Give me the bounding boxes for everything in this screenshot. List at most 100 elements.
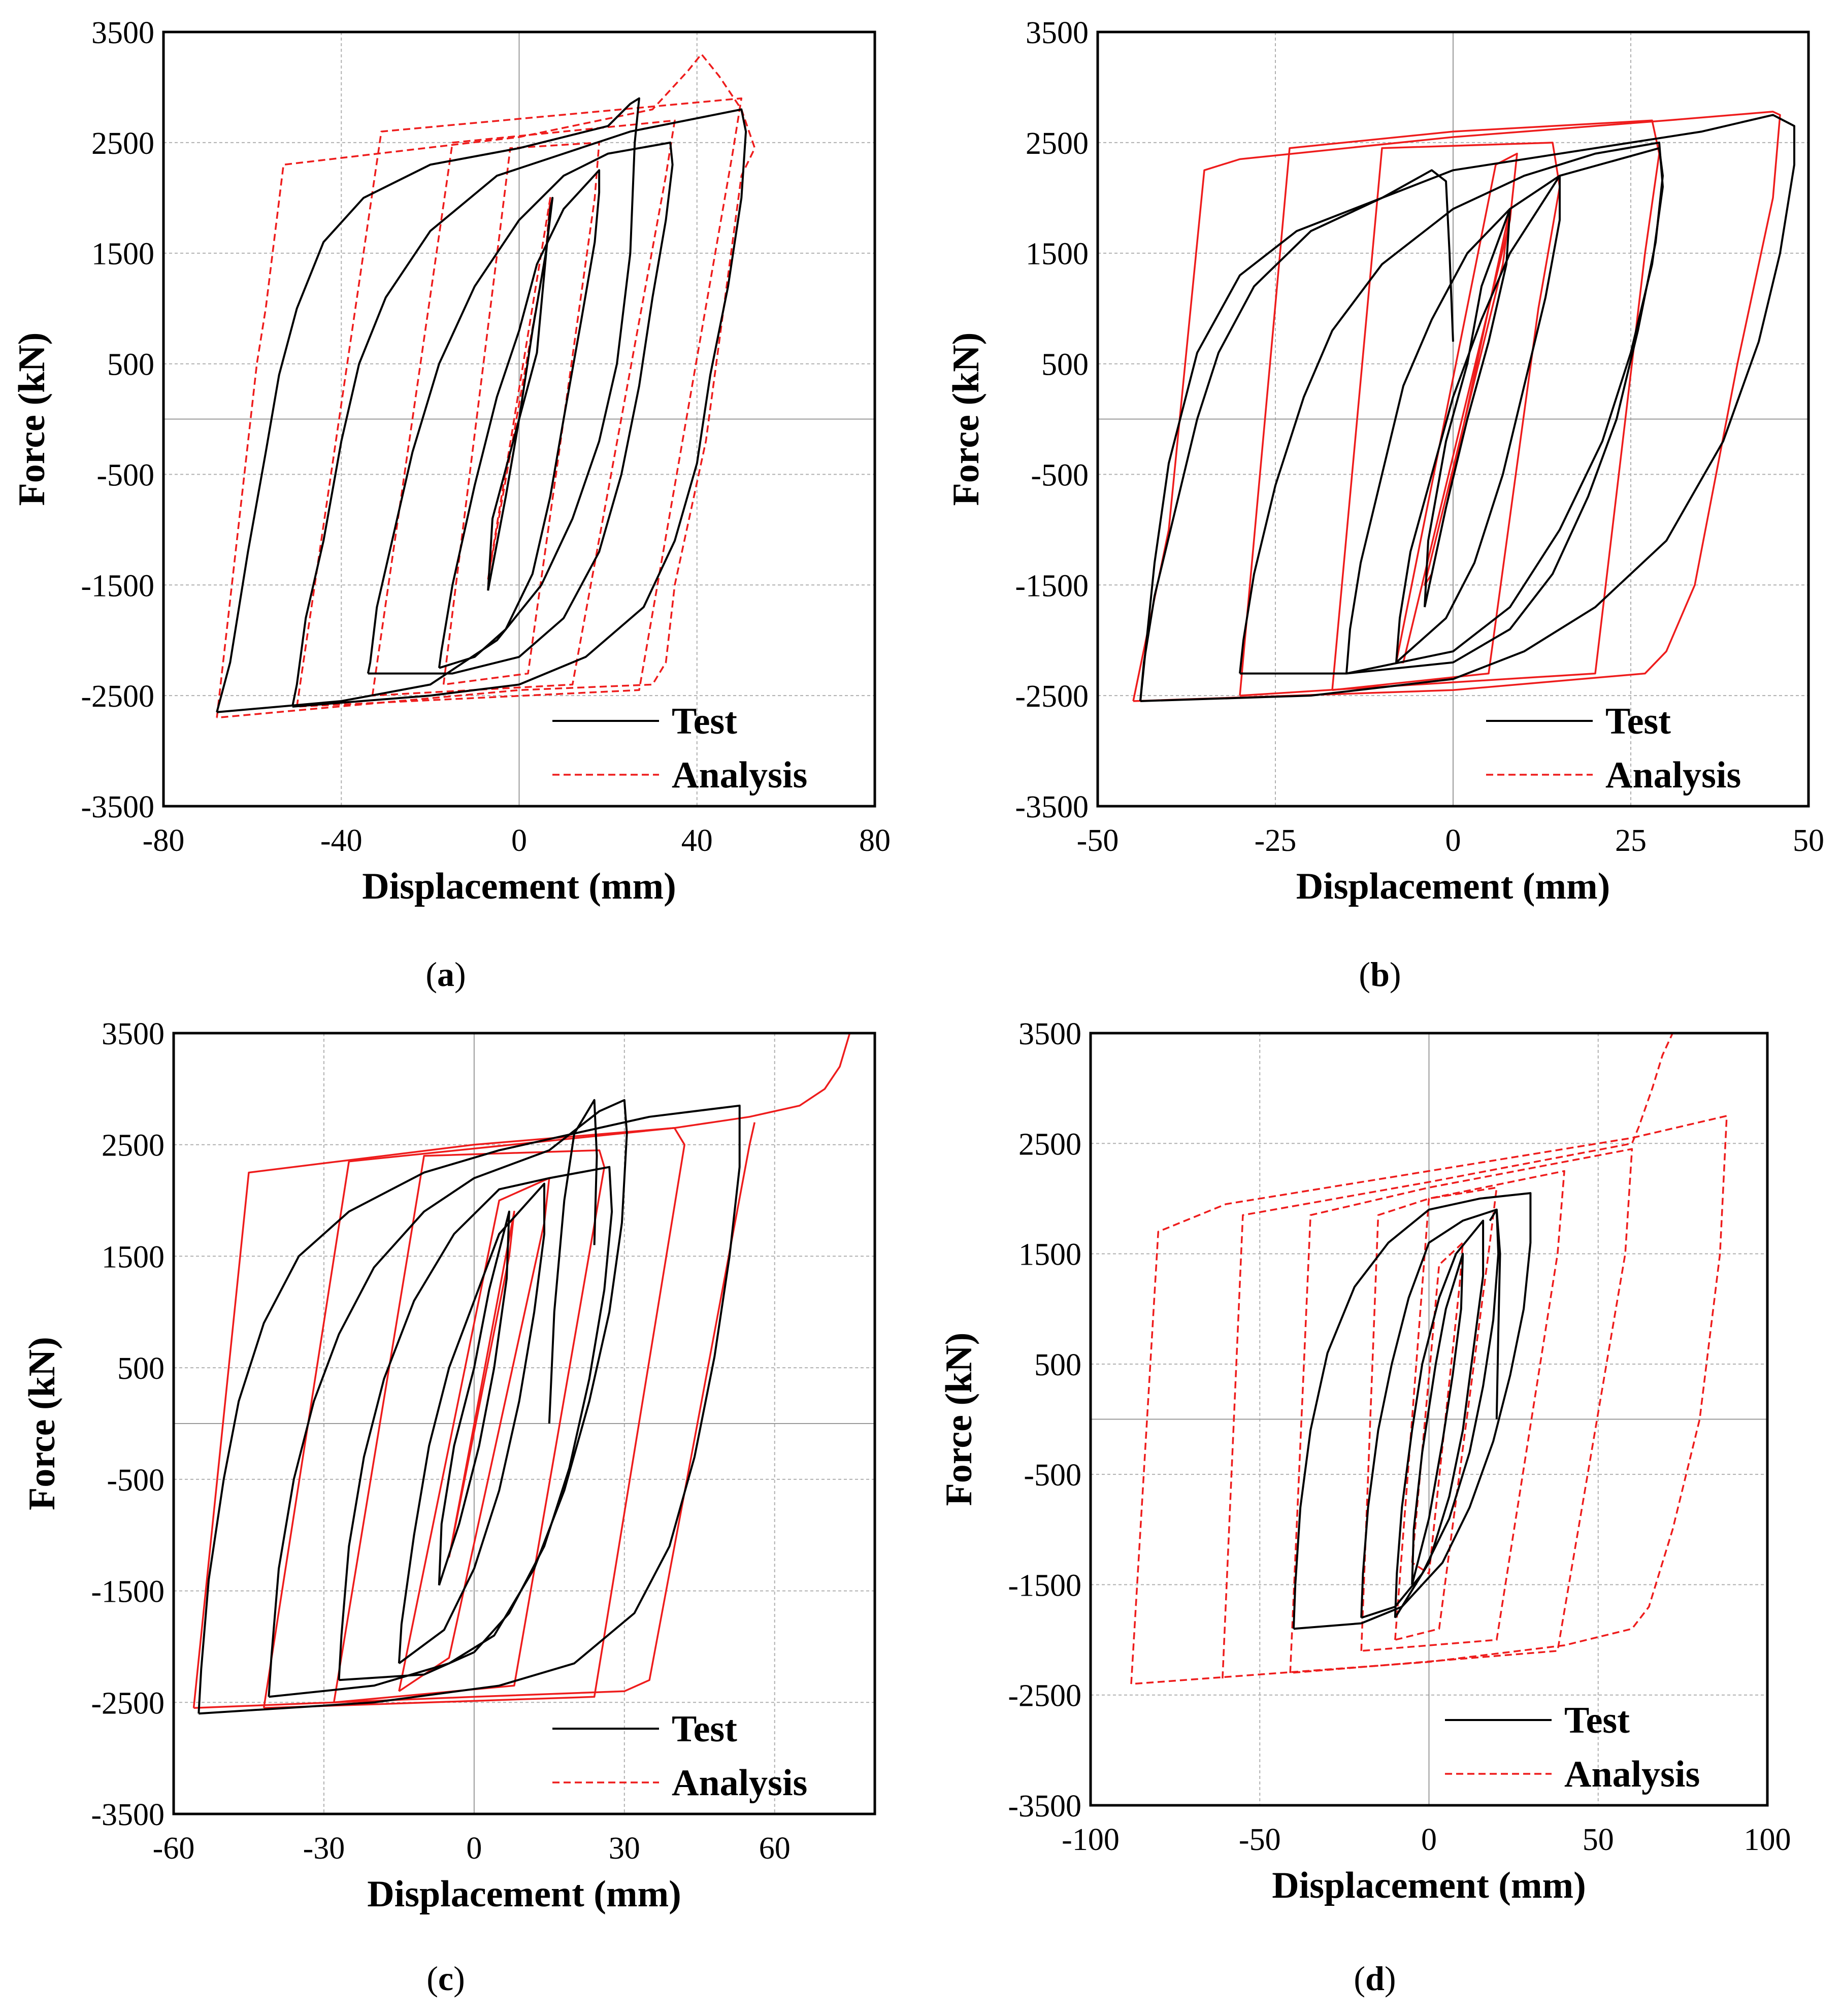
test-loop-5: [216, 97, 640, 713]
plot-frame: [1096, 30, 1810, 808]
hysteresis-curves: [1132, 111, 1795, 702]
analysis-loop-4: [295, 97, 743, 708]
x-tick-label: 40: [681, 823, 713, 858]
legend-analysis-label: Analysis: [672, 754, 807, 796]
test-loop-1: [1411, 1252, 1464, 1585]
y-tick-label: -3500: [1008, 1789, 1081, 1824]
analysis-loop-2: [442, 142, 600, 686]
gridlines: [1090, 1033, 1768, 1806]
y-tick-label: 2500: [91, 126, 154, 161]
legend: Test Analysis: [1486, 701, 1741, 796]
x-tick-label: -40: [320, 823, 363, 858]
plot-frame: [162, 30, 876, 808]
x-tick-label: -60: [153, 1831, 195, 1866]
x-tick-label: 50: [1583, 1823, 1614, 1857]
plot-frame: [172, 1032, 876, 1815]
subplot-a: -80 -40 0 40 80 -3500 -2500 -1500 -500 500 1500 250…: [11, 16, 891, 994]
test-loop-1: [438, 1210, 510, 1586]
y-tick-label: -1500: [1008, 1568, 1081, 1603]
test-loop-4: [268, 1099, 628, 1698]
y-axis-label: Force (kN): [945, 333, 987, 506]
x-tick-label: -100: [1062, 1823, 1120, 1857]
subplot-caption: (b): [1359, 955, 1401, 994]
x-tick-labels: -100 -50 0 50 100: [1062, 1823, 1791, 1857]
y-tick-label: 500: [1034, 1348, 1081, 1382]
y-tick-label: -3500: [1015, 790, 1089, 824]
analysis-loop-1: [448, 1210, 515, 1558]
test-loop-5: [198, 1104, 741, 1715]
subplot-caption: (a): [425, 955, 466, 994]
subplot-b: -50 -25 0 25 50 -3500 -2500 -1500 -500 500 1500 250…: [945, 16, 1824, 994]
y-tick-label: 2500: [1018, 1127, 1081, 1162]
y-tick-labels: -3500 -2500 -1500 -500 500 1500 2500 3500: [81, 16, 154, 824]
test-loop-3: [338, 1166, 613, 1681]
plot-frame: [1089, 1032, 1769, 1807]
x-tick-label: -80: [143, 823, 185, 858]
x-tick-label: -50: [1239, 1823, 1281, 1857]
analysis-loop-4: [262, 1127, 685, 1709]
subplot-c: -60 -30 0 30 60 -3500 -2500 -1500 -500 500 1500 250…: [21, 1017, 876, 1998]
x-tick-label: 100: [1744, 1823, 1791, 1857]
subplot-caption: (d): [1354, 1959, 1396, 1998]
legend-test-label: Test: [672, 1708, 737, 1750]
y-tick-label: 3500: [1026, 16, 1089, 50]
y-tick-label: 500: [1041, 348, 1089, 382]
hysteresis-curves: [216, 53, 756, 719]
analysis-loop-3: [333, 1149, 606, 1704]
x-tick-label: 0: [511, 823, 527, 858]
y-tick-label: -3500: [81, 790, 154, 824]
y-tick-label: 1500: [1026, 237, 1089, 272]
x-tick-label: 50: [1793, 823, 1824, 858]
y-axis-label: Force (kN): [21, 1337, 63, 1510]
test-loop-3: [1345, 147, 1664, 675]
analysis-loop-6: [193, 1122, 756, 1709]
y-tick-label: -1500: [81, 569, 154, 603]
analysis-loop-4: [1289, 1148, 1633, 1674]
x-tick-label: 25: [1615, 823, 1647, 858]
y-tick-label: 2500: [1026, 126, 1089, 161]
test-loop-2: [1394, 1219, 1485, 1618]
x-tick-labels: -80 -40 0 40 80: [143, 823, 891, 858]
y-tick-label: -1500: [91, 1575, 165, 1609]
x-tick-labels: -50 -25 0 25 50: [1077, 823, 1824, 858]
y-tick-label: -2500: [81, 679, 154, 714]
analysis-loop-3: [1360, 1170, 1565, 1652]
y-tick-label: 1500: [1018, 1238, 1081, 1272]
y-tick-label: 1500: [91, 237, 154, 272]
y-tick-labels: -3500 -2500 -1500 -500 500 1500 2500 3500: [91, 1017, 165, 1832]
legend-test-label: Test: [1564, 1700, 1630, 1741]
legend: Test Analysis: [552, 1708, 807, 1804]
y-tick-label: 500: [117, 1351, 165, 1386]
analysis-loop-5: [192, 1033, 851, 1708]
x-axis-label: Displacement (mm): [1272, 1865, 1586, 1906]
y-tick-label: 3500: [102, 1017, 165, 1051]
test-loop-5: [1139, 114, 1795, 702]
y-tick-label: 3500: [91, 16, 154, 50]
subplot-caption: (c): [426, 1959, 465, 1998]
gridlines: [173, 1033, 875, 1814]
legend-test-label: Test: [672, 701, 737, 742]
x-tick-label: 30: [609, 1831, 640, 1866]
analysis-loop-5: [1132, 111, 1781, 702]
test-loop-6: [548, 1099, 598, 1424]
analysis-loop-6: [1130, 1115, 1728, 1685]
legend-analysis-label: Analysis: [1564, 1754, 1700, 1795]
x-tick-label: 60: [759, 1831, 791, 1866]
legend: Test Analysis: [552, 701, 807, 796]
legend-analysis-label: Analysis: [1605, 754, 1741, 796]
x-tick-label: -30: [303, 1831, 345, 1866]
test-loop-3: [1360, 1208, 1500, 1619]
y-axis-label: Force (kN): [11, 333, 53, 506]
y-tick-labels: -3500 -2500 -1500 -500 500 1500 2500 3500: [1008, 1017, 1081, 1824]
x-axis-label: Displacement (mm): [1296, 866, 1610, 907]
legend-test-label: Test: [1605, 701, 1671, 742]
y-tick-label: 2500: [102, 1129, 165, 1163]
x-tick-label: 0: [466, 1831, 482, 1866]
y-tick-label: 3500: [1018, 1017, 1081, 1051]
y-axis-label: Force (kN): [938, 1333, 980, 1506]
test-loop-2: [438, 169, 601, 669]
analysis-loop-5: [216, 53, 756, 719]
legend: Test Analysis: [1445, 1700, 1700, 1795]
y-tick-labels: -3500 -2500 -1500 -500 500 1500 2500 3500: [1015, 16, 1089, 824]
